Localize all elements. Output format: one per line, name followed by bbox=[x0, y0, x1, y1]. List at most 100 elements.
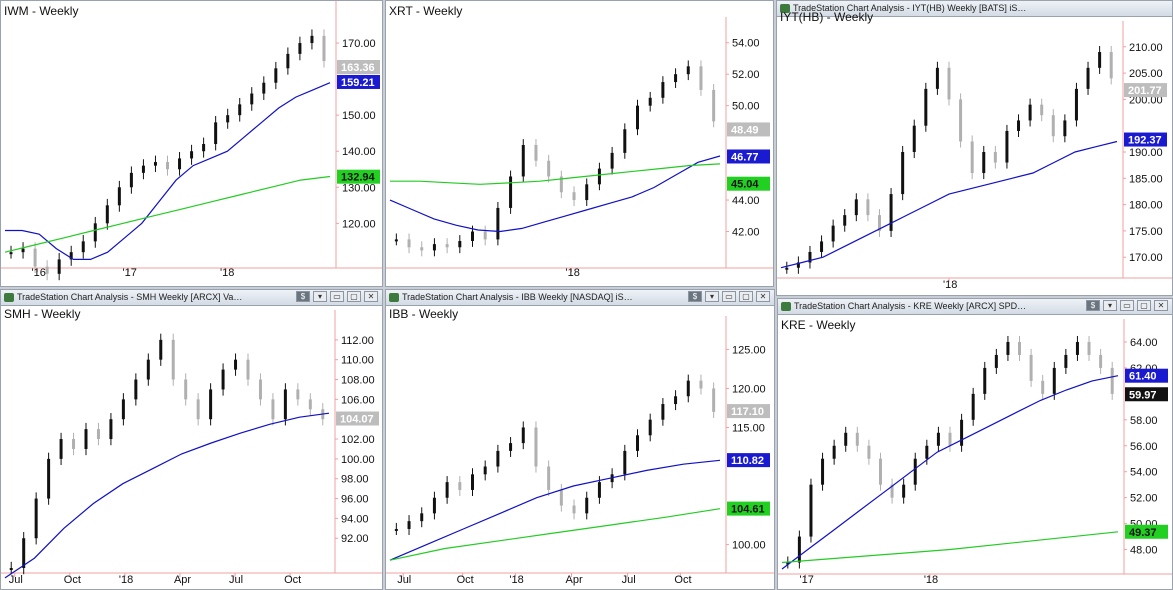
titlebar-smh[interactable]: TradeStation Chart Analysis - SMH Weekly… bbox=[1, 290, 382, 306]
menu-dropdown-icon[interactable]: ▾ bbox=[1103, 300, 1117, 311]
candle-body bbox=[994, 354, 998, 368]
y-tick-label: 150.00 bbox=[342, 110, 376, 122]
y-tick-label: 110.00 bbox=[341, 355, 374, 367]
x-tick-label: '18 bbox=[943, 279, 957, 291]
titlebar-iyt[interactable]: TradeStation Chart Analysis - IYT(HB) We… bbox=[777, 1, 1172, 17]
candle-body bbox=[947, 67, 951, 100]
close-button[interactable]: ✕ bbox=[364, 291, 378, 302]
y-tick-label: 170.00 bbox=[1129, 252, 1163, 264]
moving-average-fast-line bbox=[781, 375, 1119, 570]
candle-body bbox=[298, 43, 302, 54]
y-tick-label: 64.00 bbox=[1130, 337, 1158, 349]
menu-dropdown-icon[interactable]: ▾ bbox=[313, 291, 327, 302]
symbol-button[interactable]: $ bbox=[688, 291, 702, 302]
chart-svg-iyt: 210.00 205.00 200.00 190.00 185.00 180.00 175.… bbox=[777, 10, 1172, 291]
x-tick-label: Oct bbox=[64, 574, 81, 586]
candle-body bbox=[1028, 104, 1032, 121]
chart-title: IWM - Weekly bbox=[4, 4, 78, 18]
menu-dropdown-icon[interactable]: ▾ bbox=[705, 291, 719, 302]
symbol-button[interactable]: $ bbox=[296, 291, 310, 302]
close-button[interactable]: ✕ bbox=[1154, 300, 1168, 311]
price-label-text: 117.10 bbox=[731, 406, 764, 418]
candle-body bbox=[59, 439, 63, 459]
candle-body bbox=[432, 497, 436, 514]
candle-body bbox=[983, 367, 987, 394]
y-tick-label: 120.00 bbox=[342, 218, 376, 230]
candle-body bbox=[166, 162, 169, 170]
candle-body bbox=[623, 450, 627, 475]
app-icon bbox=[389, 293, 399, 302]
y-tick-label: 54.00 bbox=[732, 38, 760, 50]
candle-body bbox=[699, 66, 703, 90]
candle-body bbox=[262, 82, 266, 94]
candle-body bbox=[936, 432, 940, 446]
candle-body bbox=[271, 399, 275, 420]
candle-body bbox=[420, 513, 424, 522]
chart-panel-xrt[interactable]: 54.00 52.00 50.00 44.00 42.00 48.49 46.77 45.04… bbox=[385, 0, 774, 287]
chart-panel-smh[interactable]: TradeStation Chart Analysis - SMH Weekly… bbox=[0, 289, 383, 590]
moving-average-fast-line bbox=[4, 412, 330, 579]
candle-body bbox=[226, 115, 230, 123]
titlebar-ibb[interactable]: TradeStation Chart Analysis - IBB Weekly… bbox=[386, 290, 774, 306]
moving-average-fast-line bbox=[389, 459, 721, 561]
price-label-text: 45.04 bbox=[731, 179, 759, 191]
x-tick-label: '18 bbox=[924, 574, 938, 586]
price-label-box bbox=[727, 149, 770, 164]
candle-body bbox=[1109, 52, 1113, 79]
minimize-button[interactable]: ▭ bbox=[330, 291, 344, 302]
y-tick-label: 52.00 bbox=[732, 69, 760, 81]
minimize-button[interactable]: ▭ bbox=[722, 291, 736, 302]
candle-body bbox=[471, 474, 474, 490]
maximize-button[interactable]: ▢ bbox=[739, 291, 753, 302]
candle-body bbox=[69, 252, 73, 260]
moving-average-slow-line bbox=[390, 163, 721, 185]
candle-body bbox=[96, 429, 100, 440]
maximize-button[interactable]: ▢ bbox=[347, 291, 361, 302]
chart-panel-kre[interactable]: TradeStation Chart Analysis - KRE Weekly… bbox=[777, 298, 1173, 590]
candle-body bbox=[45, 266, 49, 274]
candle-body bbox=[808, 251, 812, 263]
symbol-button[interactable]: $ bbox=[1086, 300, 1100, 311]
y-tick-label: 100.00 bbox=[341, 454, 375, 466]
x-tick-label: Apr bbox=[566, 574, 583, 586]
y-tick-label: 56.00 bbox=[1130, 441, 1158, 453]
candle-body bbox=[1018, 341, 1022, 355]
candle-body bbox=[109, 419, 113, 440]
y-tick-label: 120.00 bbox=[732, 383, 766, 395]
maximize-button[interactable]: ▢ bbox=[1137, 300, 1151, 311]
price-label-box bbox=[337, 74, 380, 89]
chart-title: KRE - Weekly bbox=[781, 318, 855, 332]
chart-panel-ibb[interactable]: TradeStation Chart Analysis - IBB Weekly… bbox=[385, 289, 775, 590]
candle-body bbox=[121, 399, 125, 420]
y-tick-label: 115.00 bbox=[732, 422, 765, 434]
y-tick-label: 200.00 bbox=[1129, 94, 1163, 106]
candle-body bbox=[407, 239, 411, 248]
price-label-box bbox=[1125, 387, 1168, 402]
price-label-box bbox=[1124, 132, 1167, 147]
candle-body bbox=[394, 528, 398, 531]
candle-body bbox=[890, 484, 894, 498]
minimize-button[interactable]: ▭ bbox=[1120, 300, 1134, 311]
price-label-box bbox=[727, 122, 770, 137]
close-button[interactable]: ✕ bbox=[756, 291, 770, 302]
candle-body bbox=[971, 393, 975, 420]
candle-body bbox=[445, 244, 449, 248]
candle-body bbox=[913, 458, 917, 485]
candle-body bbox=[982, 152, 986, 174]
y-tick-label: 210.00 bbox=[1129, 42, 1163, 54]
candle-body bbox=[47, 458, 51, 499]
titlebar-kre[interactable]: TradeStation Chart Analysis - KRE Weekly… bbox=[778, 299, 1172, 315]
candle-body bbox=[458, 482, 462, 490]
chart-panel-iyt[interactable]: TradeStation Chart Analysis - IYT(HB) We… bbox=[776, 0, 1173, 296]
candle-body bbox=[84, 429, 88, 449]
chart-panel-iwm[interactable]: 170.00 150.00 140.00 130.00 120.00 163.36 159.… bbox=[0, 0, 383, 287]
candle-body bbox=[483, 466, 487, 475]
candle-body bbox=[1099, 354, 1103, 368]
candle-body bbox=[959, 99, 963, 142]
candle-body bbox=[81, 241, 85, 253]
moving-average-fast-line bbox=[780, 140, 1118, 269]
x-tick-label: Jul bbox=[229, 574, 243, 586]
y-tick-label: 130.00 bbox=[342, 182, 376, 194]
price-label-box bbox=[337, 59, 380, 74]
candle-body bbox=[286, 53, 290, 69]
